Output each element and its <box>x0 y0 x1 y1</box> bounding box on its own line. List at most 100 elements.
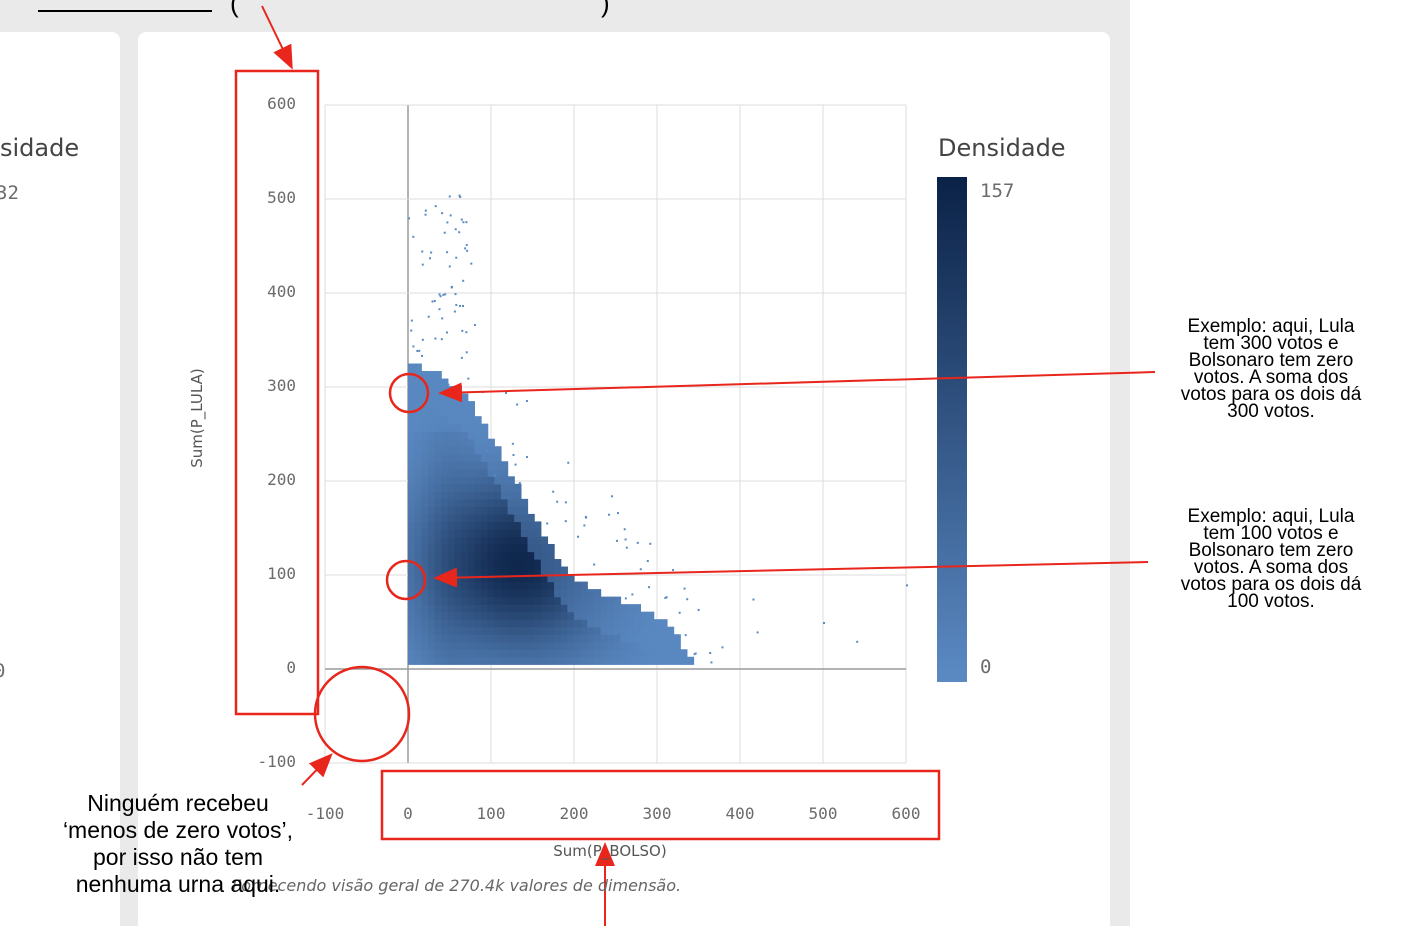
scatter-point <box>608 513 611 516</box>
density-cell <box>640 656 648 665</box>
density-cell <box>434 581 442 590</box>
density-cell <box>434 626 442 635</box>
density-cell <box>447 604 456 613</box>
density-cell <box>534 596 542 605</box>
density-cell <box>434 619 442 628</box>
density-cell <box>527 649 535 658</box>
density-cell <box>520 626 529 635</box>
density-cell <box>467 604 475 613</box>
density-cell <box>414 641 422 650</box>
scatter-point <box>577 535 580 538</box>
density-cell <box>414 551 422 560</box>
density-cell <box>607 611 615 620</box>
density-cell <box>500 461 509 470</box>
density-cell <box>414 431 422 440</box>
annotation-line: votos para os dois dá <box>1180 384 1362 405</box>
density-cell <box>534 604 542 613</box>
annotation-line: votos. A soma dos <box>1193 367 1349 388</box>
scatter-point <box>424 209 427 212</box>
density-cell <box>507 634 515 643</box>
scatter-point <box>431 300 434 303</box>
density-cell <box>547 619 555 628</box>
scatter-point <box>516 403 519 406</box>
density-cell <box>434 641 442 650</box>
density-cell <box>540 559 549 568</box>
density-cell <box>434 468 442 477</box>
density-cell <box>467 581 475 590</box>
density-cell <box>500 483 509 492</box>
density-cell <box>427 408 436 417</box>
density-cell <box>494 536 502 545</box>
density-cell <box>507 491 515 500</box>
density-cell <box>414 438 422 447</box>
density-cell <box>441 491 449 500</box>
density-cell <box>507 528 515 538</box>
density-cell <box>454 491 462 500</box>
density-cell <box>434 491 442 500</box>
density-cell <box>421 559 429 568</box>
density-cell <box>447 543 456 553</box>
density-cell <box>514 619 522 628</box>
density-cell <box>427 634 436 643</box>
scatter-point <box>412 345 415 348</box>
density-cell <box>613 649 622 658</box>
density-cell <box>514 483 522 492</box>
density-cell <box>427 581 436 590</box>
density-cell <box>580 626 588 635</box>
scatter-point <box>434 337 437 340</box>
density-cell <box>520 513 529 523</box>
density-cell <box>447 393 456 402</box>
density-cell <box>441 566 449 575</box>
density-cell <box>481 641 489 650</box>
outlier-point <box>906 584 908 587</box>
scatter-point <box>466 249 469 252</box>
density-cell <box>587 634 595 643</box>
scatter-point <box>556 500 559 503</box>
density-cell <box>414 619 422 628</box>
density-cell <box>454 634 462 643</box>
density-cell <box>507 506 515 515</box>
density-cell <box>454 401 462 410</box>
density-cell <box>434 551 442 560</box>
density-cell <box>467 401 475 410</box>
density-cell <box>454 551 462 560</box>
scatter-point <box>494 474 497 477</box>
density-cell <box>474 566 482 575</box>
density-cell <box>454 566 462 575</box>
density-cell <box>514 543 522 553</box>
density-cell <box>567 574 575 583</box>
x-tick-label: 500 <box>808 804 838 823</box>
density-cell <box>414 378 422 387</box>
density-cell <box>434 521 442 530</box>
density-cell <box>421 589 429 598</box>
density-cell <box>500 634 509 643</box>
density-cell <box>441 521 449 530</box>
density-cell <box>520 649 529 658</box>
density-cell <box>427 513 436 523</box>
density-cell <box>427 423 436 432</box>
density-cell <box>534 543 542 553</box>
density-cell <box>507 626 515 635</box>
x-axis-label: Sum(P_BOLSO) <box>553 842 667 860</box>
scatter-point <box>465 331 468 334</box>
density-cell <box>454 438 462 447</box>
density-cell <box>441 656 449 665</box>
density-cell <box>554 619 562 628</box>
density-cell <box>580 634 588 643</box>
density-cell <box>434 536 442 545</box>
density-cell <box>427 453 436 462</box>
density-cell <box>587 656 595 665</box>
scatter-point <box>439 295 442 298</box>
density-cell <box>514 581 522 590</box>
density-cell <box>481 431 489 440</box>
density-cell <box>527 536 535 545</box>
density-cell <box>447 566 456 575</box>
density-cell <box>408 468 416 477</box>
density-cell <box>474 431 482 440</box>
density-cell <box>421 566 429 575</box>
density-cell <box>593 611 602 620</box>
density-cell <box>421 656 429 665</box>
annotation-line: ‘menos de zero votos’, <box>62 817 294 843</box>
density-cell <box>461 566 469 575</box>
density-cell <box>408 401 416 410</box>
